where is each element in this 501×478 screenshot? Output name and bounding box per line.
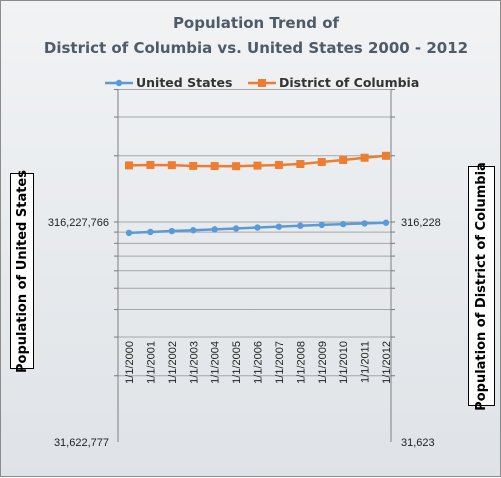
legend-marker xyxy=(258,79,266,87)
legend-marker xyxy=(115,79,123,87)
data-point xyxy=(232,162,241,171)
x-tick-label: 1/1/2006 xyxy=(253,341,265,384)
chart-title-line2: District of Columbia vs. United States 2… xyxy=(44,39,468,57)
data-point xyxy=(253,161,262,170)
data-point xyxy=(254,224,261,231)
y-axis-title-left: Population of United States xyxy=(10,170,34,373)
y-axis-title-right: Population of District of Columbia xyxy=(468,162,495,410)
data-point xyxy=(125,161,133,170)
series-united-states xyxy=(125,219,390,237)
data-point xyxy=(189,161,198,170)
axes xyxy=(117,89,392,442)
y-axis-title-left-text: Population of United States xyxy=(14,169,30,373)
y-tick-label-left: 31,622,777 xyxy=(54,437,109,449)
x-tick-label: 1/1/2004 xyxy=(210,341,222,384)
data-point xyxy=(382,151,390,160)
x-tick-label: 1/1/2002 xyxy=(167,341,179,384)
legend-item: District of Columbia xyxy=(248,75,419,90)
data-point xyxy=(296,160,305,169)
series-district-of-columbia xyxy=(125,151,390,171)
x-tick-label: 1/1/2000 xyxy=(124,341,136,384)
data-point xyxy=(339,220,347,228)
data-point xyxy=(297,222,304,229)
x-tick-label: 1/1/2001 xyxy=(145,341,157,384)
data-point xyxy=(361,220,368,227)
y-tick-label-right: 316,228 xyxy=(401,217,441,229)
legend-item: United States xyxy=(105,75,232,90)
legend-label: District of Columbia xyxy=(279,75,419,90)
data-point xyxy=(317,158,326,167)
x-tick-label: 1/1/2012 xyxy=(381,341,393,384)
data-point xyxy=(210,162,219,171)
chart-title-line1: Population Trend of xyxy=(173,14,340,32)
data-point xyxy=(232,225,240,232)
x-tick-label: 1/1/2009 xyxy=(317,341,329,384)
data-point xyxy=(167,161,176,170)
data-point xyxy=(190,227,197,234)
data-point xyxy=(318,221,325,229)
y-tick-label-left: 316,227,766 xyxy=(48,217,109,229)
x-tick-label: 1/1/2007 xyxy=(274,341,286,384)
legend: United States District of Columbia xyxy=(105,75,419,90)
x-tick-label: 1/1/2005 xyxy=(231,341,243,384)
legend-label: United States xyxy=(136,75,232,90)
data-point xyxy=(211,226,218,233)
data-point xyxy=(382,219,390,226)
data-point xyxy=(360,153,369,162)
data-point xyxy=(147,228,154,236)
x-tick-label: 1/1/2003 xyxy=(188,341,200,384)
y-tick-label-right: 31,623 xyxy=(401,437,435,449)
x-tick-label: 1/1/2011 xyxy=(360,341,372,383)
tick-labels: 316,227,766 31,622,777 316,228 31,623 1/1/20… xyxy=(48,217,441,449)
data-point xyxy=(339,155,348,164)
y-axis-title-right-text: Population of District of Columbia xyxy=(474,161,490,411)
x-tick-label: 1/1/2008 xyxy=(295,341,307,384)
data-point xyxy=(274,160,283,169)
x-tick-label: 1/1/2010 xyxy=(338,341,350,384)
data-point xyxy=(168,227,176,235)
data-point xyxy=(125,229,133,237)
series-layer xyxy=(125,151,390,237)
data-point xyxy=(146,160,155,169)
data-point xyxy=(275,223,283,230)
